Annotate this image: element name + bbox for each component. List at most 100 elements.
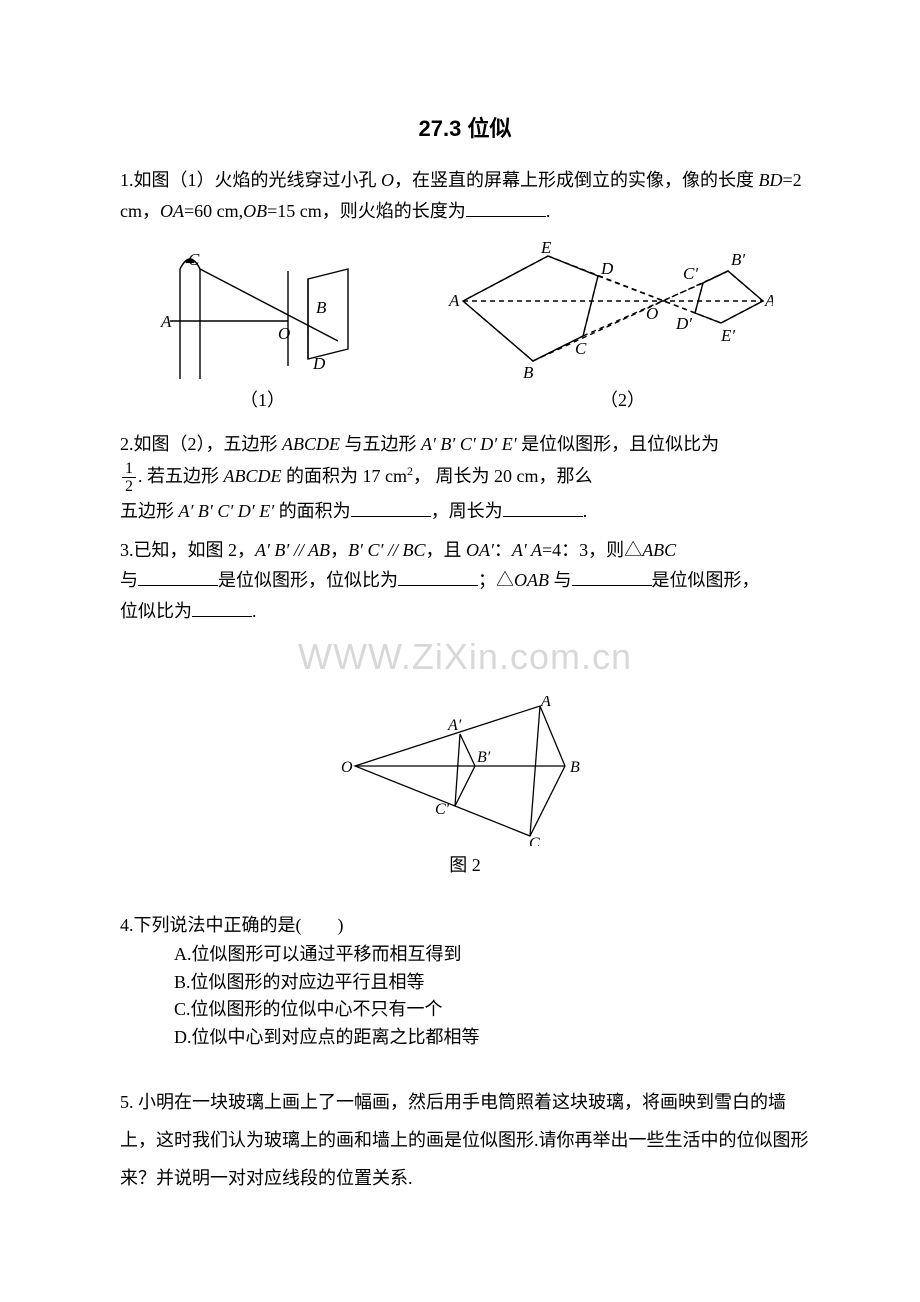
fig2-O: O	[646, 304, 658, 323]
q2-period: .	[583, 501, 588, 521]
q3-BC: BC	[402, 540, 425, 560]
fig3-B1: B′	[477, 749, 491, 766]
q3-colon: ：	[494, 540, 512, 560]
q2-ABCDE2: ABCDE	[224, 466, 282, 486]
q2-l3b: 的面积为	[274, 501, 351, 521]
question-4: 4.下列说法中正确的是( ) A.位似图形可以通过平移而相互得到 B.位似图形的…	[120, 910, 810, 1052]
q3-OAB: OAB	[514, 570, 549, 590]
q3-l2a: 与	[120, 570, 138, 590]
fig3-C: C	[529, 835, 540, 846]
q1-text: 1.如图（1）火焰的光线穿过小孔	[120, 170, 381, 190]
q3-blank2	[398, 568, 478, 586]
fig3-A1: A′	[447, 717, 462, 734]
q1-eq3: =15 cm，则火焰的长度为	[267, 201, 466, 221]
figure-1: C A O B D	[158, 241, 368, 381]
fig2-E1: E′	[720, 326, 735, 345]
q3-l2d: 与	[549, 570, 572, 590]
q1-O: O	[381, 170, 394, 190]
q3-blank3	[572, 568, 652, 586]
question-2: 2.如图（2），五边形 ABCDE 与五边形 A′ B′ C′ D′ E′ 是位…	[120, 429, 810, 526]
fig3-O: O	[341, 759, 353, 776]
q3-AA1: A′ A	[512, 540, 542, 560]
q3-par1: //	[289, 540, 308, 560]
q2-num: 1	[122, 460, 136, 479]
figcap-1: （1）	[158, 385, 368, 416]
q2-l2b: 的面积为 17 cm	[282, 466, 408, 486]
q2-den: 2	[122, 478, 136, 496]
figure-3-label: 图 2	[120, 850, 810, 881]
q4-options: A.位似图形可以通过平移而相互得到 B.位似图形的对应边平行且相等 C.位似图形…	[120, 941, 810, 1053]
q2-blank2	[503, 499, 583, 517]
q1-blank	[466, 199, 546, 217]
fig2-C: C	[575, 339, 587, 358]
figure-2: A B C D E O A′ B′ C′ D′ E′	[443, 241, 773, 381]
q3-l1b: ，且	[425, 540, 466, 560]
figure-3-wrap: O A B C A′ B′ C′	[120, 696, 810, 846]
q3-l2e: 是位似图形，	[652, 570, 760, 590]
fig2-A: A	[448, 291, 460, 310]
fig1-O: O	[278, 324, 290, 343]
page-title: 27.3 位似	[120, 110, 810, 147]
q3-par2: //	[383, 540, 402, 560]
fig2-D1: D′	[675, 314, 692, 333]
fig2-E: E	[540, 241, 552, 257]
q2-l3c: ，周长为	[431, 501, 503, 521]
figure-3: O A B C A′ B′ C′	[335, 696, 595, 846]
figure-captions: （1） （2）	[120, 385, 810, 416]
spacer	[120, 1060, 810, 1084]
question-1: 1.如图（1）火焰的光线穿过小孔 O，在竖直的屏幕上形成倒立的实像，像的长度 B…	[120, 165, 810, 226]
figcap-2: （2）	[443, 385, 773, 416]
q5-text: 5. 小明在一块玻璃上画上了一幅画，然后用手电筒照着这块玻璃，将画映到雪白的墙上…	[120, 1092, 809, 1188]
fig3-C1: C′	[435, 801, 450, 818]
fig2-A1: A′	[764, 291, 773, 310]
question-3: 3.已知，如图 2，A′ B′ // AB，B′ C′ // BC，且 OA′：…	[120, 535, 810, 627]
q2-frac: 12	[122, 460, 136, 496]
q3-l1a: 3.已知，如图 2，	[120, 540, 255, 560]
q2-l1b: 与五边形	[340, 434, 421, 454]
fig2-C1: C′	[683, 264, 698, 283]
watermark: WWW.ZiXin.com.cn	[120, 626, 810, 687]
q2-l1c: 是位似图形，且位似比为	[517, 434, 720, 454]
q1-BD: BD	[759, 170, 783, 190]
q3-l3: 位似比为	[120, 601, 192, 621]
fig2-B1: B′	[731, 250, 745, 269]
figure-row: C A O B D A B C	[120, 241, 810, 381]
q3-l2c: ；△	[478, 570, 514, 590]
fig1-B: B	[316, 298, 327, 317]
fig3-B: B	[570, 759, 580, 776]
q1-period: .	[546, 201, 551, 221]
q3-blank1	[138, 568, 218, 586]
q1-eq2: =60 cm,	[184, 201, 243, 221]
fig1-D: D	[312, 354, 326, 373]
q4-optA: A.位似图形可以通过平移而相互得到	[174, 941, 810, 969]
q4-optC: C.位似图形的位似中心不只有一个	[174, 996, 810, 1024]
q3-l2b: 是位似图形，位似比为	[218, 570, 398, 590]
q3-AB1: A′ B′	[255, 540, 289, 560]
q2-l2c: ， 周长为 20 cm，那么	[413, 466, 593, 486]
q2-primes: A′ B′ C′ D′ E′	[421, 434, 517, 454]
q3-AB: AB	[308, 540, 330, 560]
q3-OA1: OA′	[466, 540, 494, 560]
q4-optD: D.位似中心到对应点的距离之比都相等	[174, 1024, 810, 1052]
q1-OB: OB	[243, 201, 267, 221]
q2-l2a: . 若五边形	[138, 466, 224, 486]
q4-optB: B.位似图形的对应边平行且相等	[174, 969, 810, 997]
q3-ABC: ABC	[642, 540, 676, 560]
fig2-D: D	[600, 259, 614, 278]
q4-stem: 4.下列说法中正确的是( )	[120, 910, 810, 941]
fig2-B: B	[523, 363, 534, 381]
fig1-C: C	[188, 250, 200, 269]
question-5: 5. 小明在一块玻璃上画上了一幅画，然后用手电筒照着这块玻璃，将画映到雪白的墙上…	[120, 1084, 810, 1197]
q3-ratio: =4：3，则△	[542, 540, 642, 560]
q3-blank4	[192, 599, 252, 617]
fig3-A: A	[540, 696, 551, 710]
q2-blank1	[351, 499, 431, 517]
q2-l1a: 2.如图（2），五边形	[120, 434, 282, 454]
q3-c1: ，	[330, 540, 348, 560]
fig1-A: A	[160, 312, 172, 331]
q2-l3a: 五边形	[120, 501, 179, 521]
q2-ABCDE: ABCDE	[282, 434, 340, 454]
q1-mid: ，在竖直的屏幕上形成倒立的实像，像的长度	[394, 170, 759, 190]
q3-BC1: B′ C′	[348, 540, 383, 560]
q2-primes2: A′ B′ C′ D′ E′	[179, 501, 275, 521]
